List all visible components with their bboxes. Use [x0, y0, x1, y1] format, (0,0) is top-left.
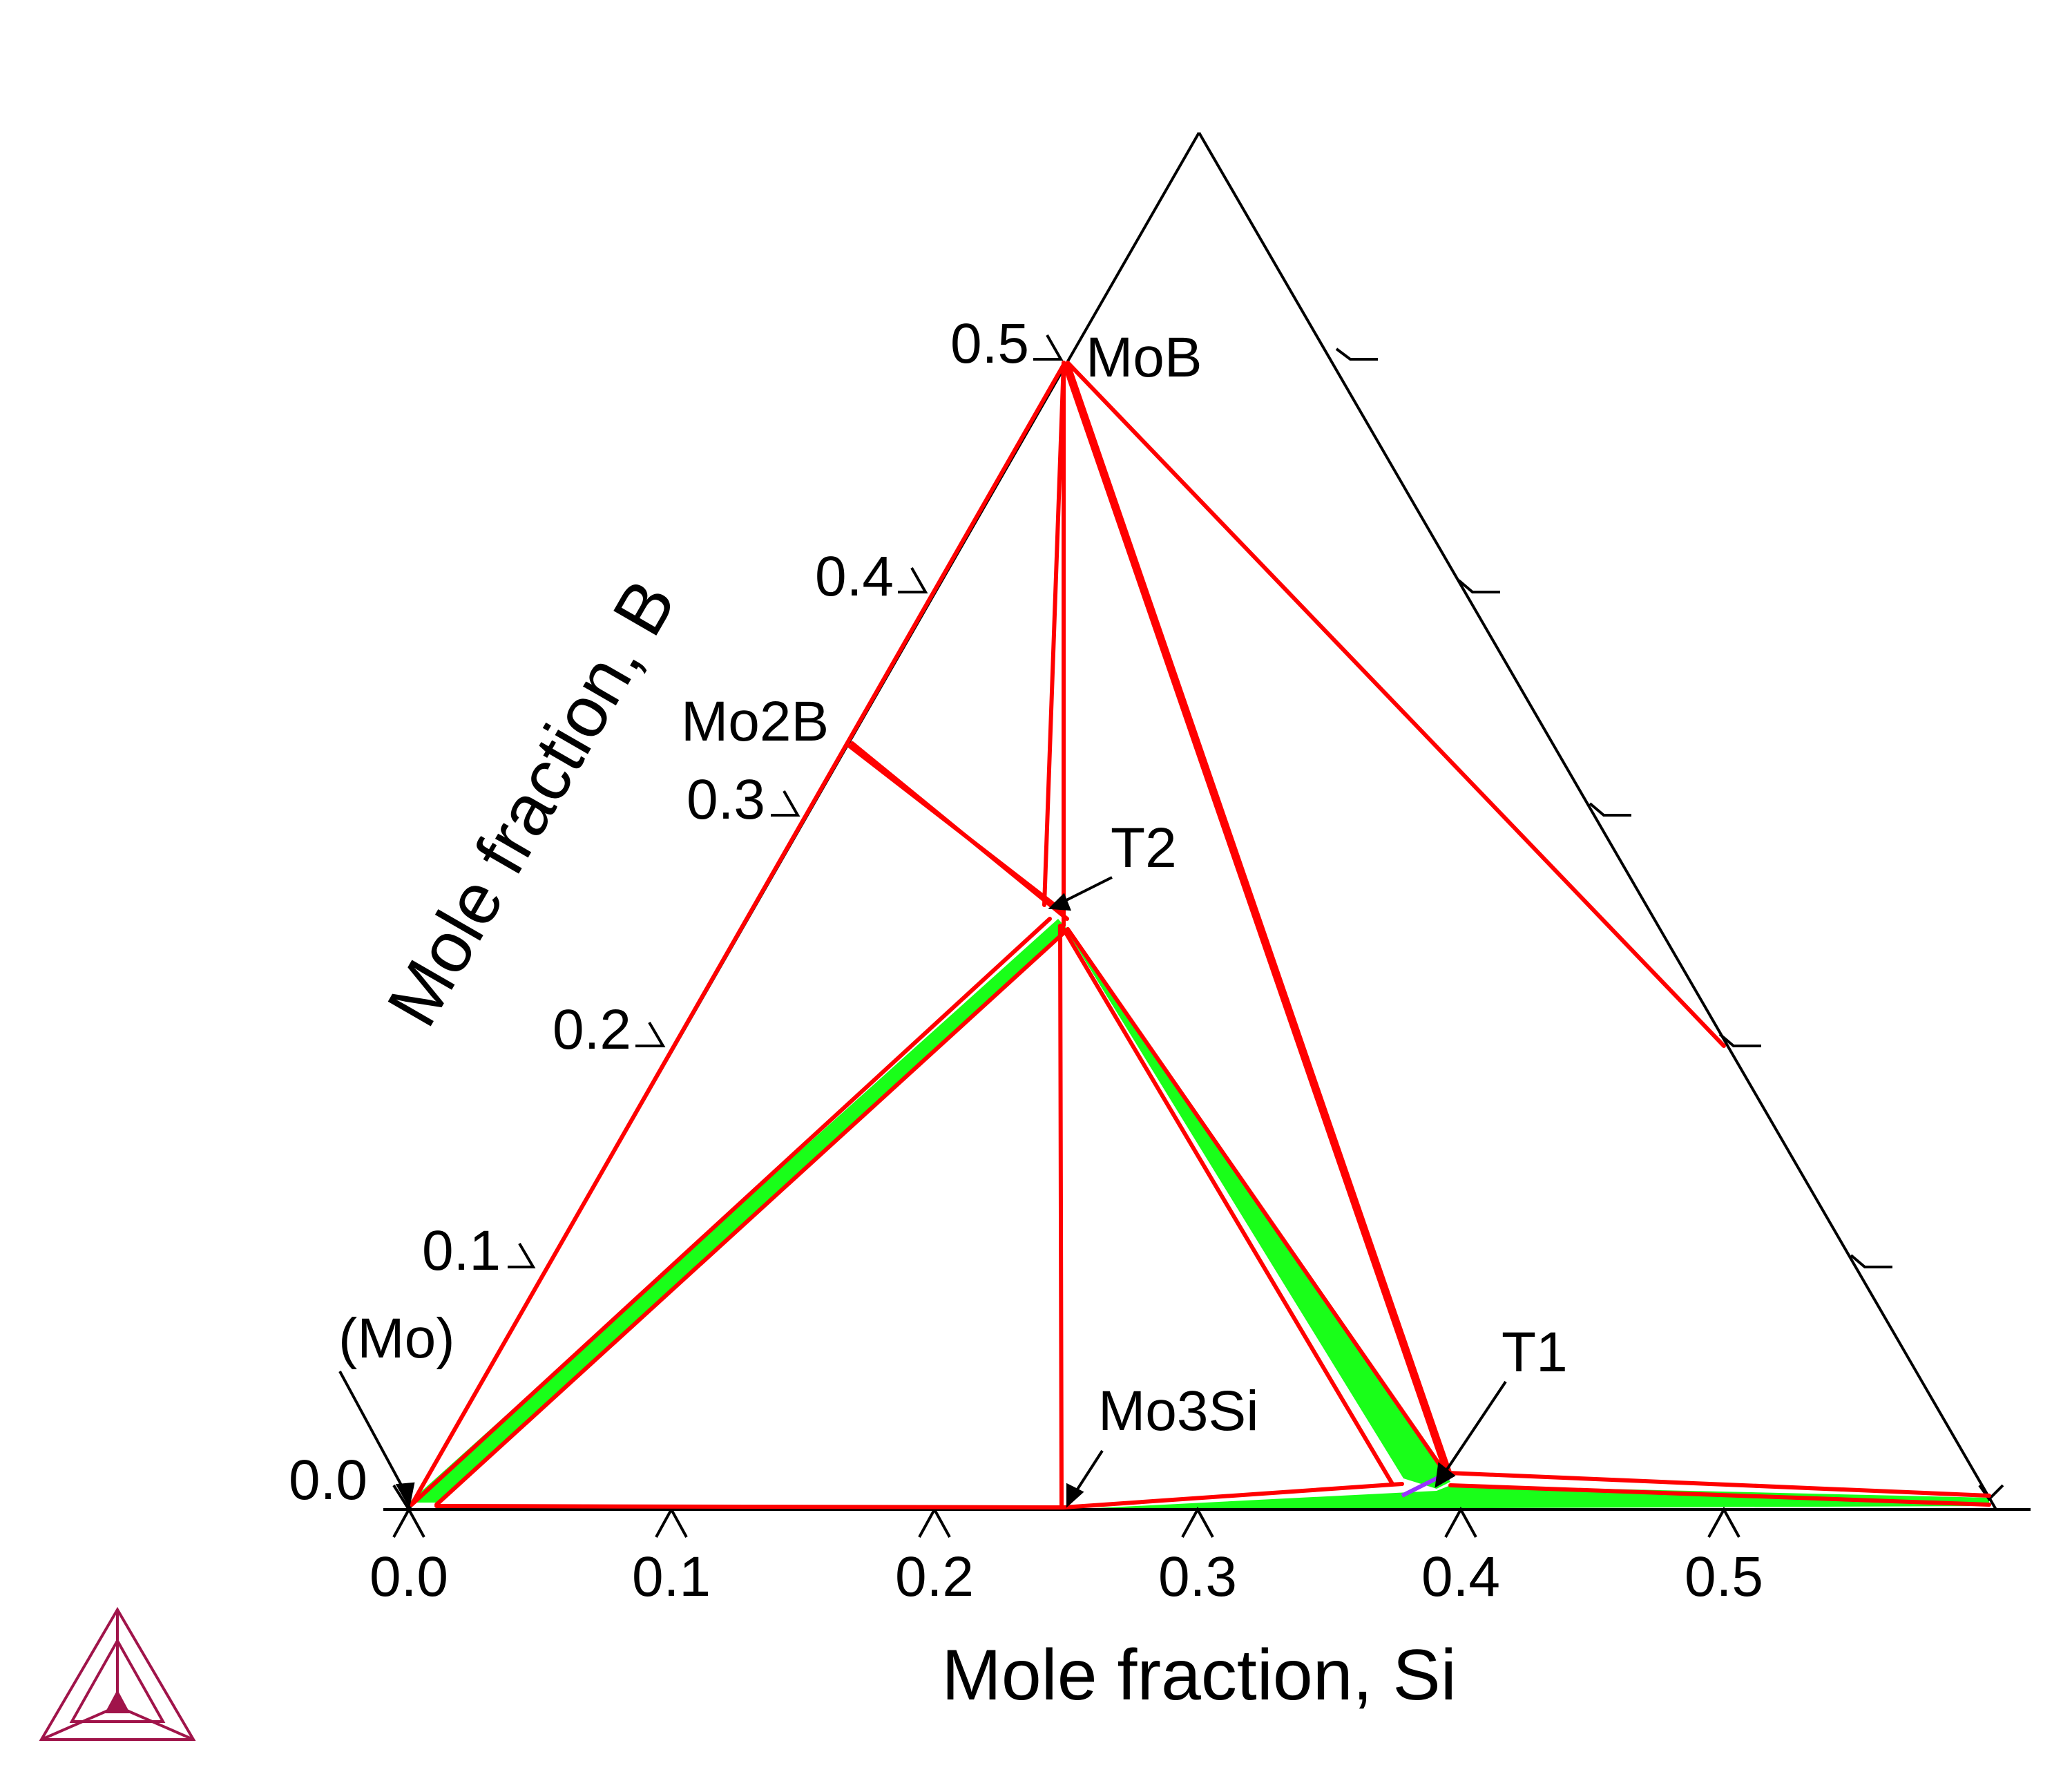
y-tick-label: 0.5: [950, 312, 1029, 375]
ternary-logo-icon: [39, 1607, 196, 1741]
x-tick-label: 0.4: [1421, 1545, 1500, 1608]
x-tick-label: 0.2: [895, 1545, 974, 1608]
phase-label-mo2b: Mo2B: [681, 690, 829, 753]
x-tick-label: 0.1: [632, 1545, 711, 1608]
tie-line-bottom-mo-mo3si: [434, 1504, 1066, 1509]
r-tick-5: [1850, 1254, 1892, 1268]
r-tick-4: [1718, 1033, 1761, 1047]
tie-line-t2-t1-b: [1066, 927, 1448, 1476]
logo-spoke: [41, 1705, 118, 1741]
tie-lines: [410, 361, 1991, 1509]
x-axis-title: Mole fraction, Si: [941, 1635, 1457, 1715]
logo-outer: [39, 1607, 196, 1741]
t2-pointer-head: [1048, 893, 1072, 911]
y-tick-label: 0.4: [815, 545, 894, 608]
tie-line-mob-t2-a: [1042, 361, 1066, 907]
mo3si-pointer-head: [1066, 1483, 1084, 1508]
mo-pointer-head: [395, 1482, 415, 1509]
r-tick-6: [1978, 1484, 2004, 1502]
y-tick-0.2: [635, 1021, 666, 1047]
tie-line-t2-mo-b: [434, 927, 1070, 1507]
label-pointers: [338, 876, 1507, 1509]
tie-line-t1-si-b: [1448, 1483, 1991, 1507]
x-tick-0.3: [1181, 1506, 1214, 1538]
tie-line-mo3si-t1: [1062, 1482, 1404, 1509]
y-tick-label: 0.2: [553, 998, 631, 1061]
r-tick-1: [1335, 347, 1378, 361]
phase-label-t1: T1: [1502, 1321, 1568, 1384]
x-tick-label: 0.0: [370, 1545, 448, 1608]
logo-inner: [69, 1637, 166, 1723]
right-edge: [1198, 131, 1997, 1511]
tick-marks: [383, 334, 2004, 1538]
y-tick-0.4: [898, 567, 928, 593]
phase-labels: MoB Mo2B T2 (Mo) Mo3Si T1: [338, 326, 1568, 1442]
phase-label-mo3si: Mo3Si: [1098, 1380, 1258, 1442]
tie-line-left-edge: [410, 363, 1066, 1507]
tie-line-mob-t1-a: [1062, 361, 1448, 1476]
tie-line-mob-right: [1066, 361, 1726, 1048]
y-tick-label: 0.0: [289, 1449, 367, 1512]
phase-label-mob: MoB: [1086, 326, 1202, 389]
y-axis-title: Mole fraction, B: [372, 567, 691, 1040]
r-tick-2: [1457, 579, 1500, 593]
x-tick-0.5: [1707, 1506, 1740, 1538]
phase-label-mo: (Mo): [338, 1307, 455, 1370]
logo-center: [104, 1689, 131, 1713]
y-tick-0.1: [508, 1242, 536, 1268]
region-t1-si: [1068, 1485, 1989, 1509]
y-tick-0.0: [383, 1484, 412, 1511]
x-tick-0.0: [392, 1506, 425, 1538]
y-tick-0.3: [771, 790, 800, 817]
y-tick-0.5: [1033, 334, 1064, 361]
x-tick-0.1: [655, 1506, 688, 1538]
phase-label-t2: T2: [1111, 817, 1177, 879]
x-tick-0.4: [1444, 1506, 1477, 1538]
tie-line-t2-t1-a: [1062, 927, 1394, 1486]
tie-line-t2-mo3si: [1058, 924, 1064, 1508]
tie-line-mob-t1-b: [1066, 361, 1452, 1476]
tie-line-mo2b-t2-b: [850, 741, 1069, 921]
y-tick-labels: 0.0 0.1 0.2 0.3 0.4 0.5: [289, 312, 1029, 1512]
x-tick-0.2: [918, 1506, 951, 1538]
logo-spoke: [117, 1705, 194, 1741]
region-t2-t1: [1068, 933, 1450, 1489]
tie-line-t1-si: [1446, 1471, 1991, 1498]
y-tick-label: 0.3: [687, 768, 765, 831]
x-tick-label: 0.5: [1685, 1545, 1763, 1608]
mo-pointer-line: [338, 1371, 410, 1500]
x-tick-labels: 0.0 0.1 0.2 0.3 0.4 0.5: [370, 1545, 1763, 1608]
t1-pointer-head: [1435, 1462, 1456, 1488]
r-tick-3: [1589, 802, 1631, 817]
x-tick-label: 0.3: [1158, 1545, 1237, 1608]
y-tick-label: 0.1: [422, 1219, 501, 1282]
tie-line-t2-mo-a: [410, 917, 1052, 1507]
t1-pointer-line: [1439, 1380, 1507, 1481]
